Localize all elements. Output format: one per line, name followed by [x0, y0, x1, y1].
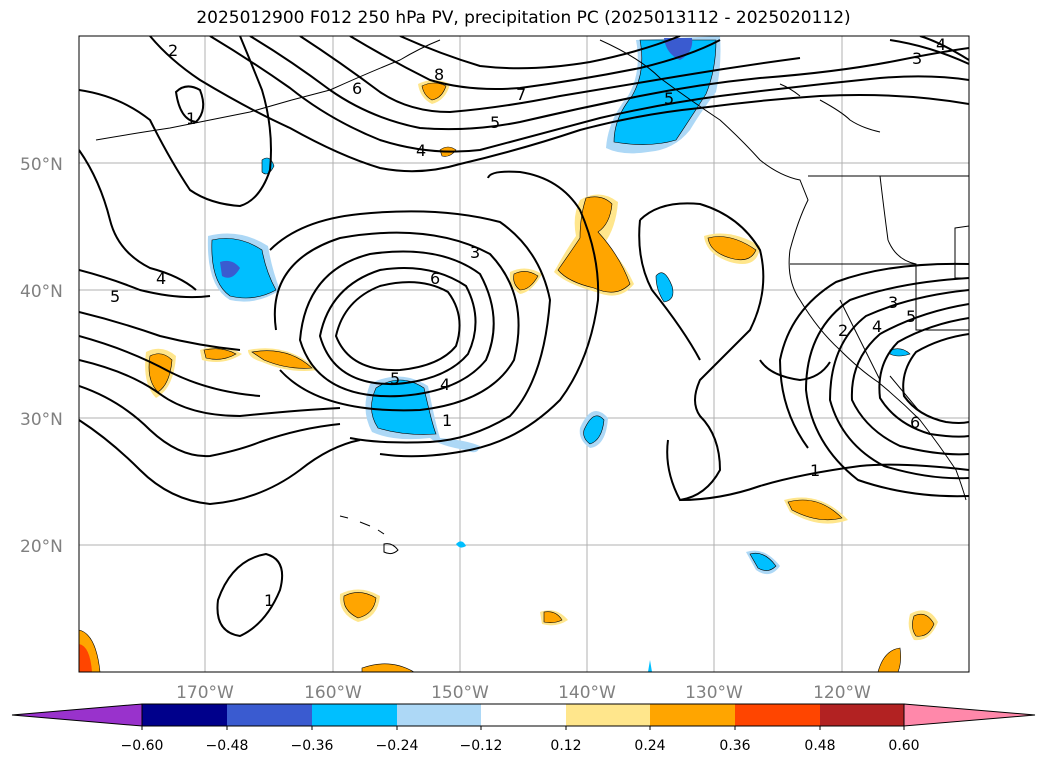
map-title: 2025012900 F012 250 hPa PV, precipitatio…: [196, 8, 851, 28]
contour-label: 2: [838, 321, 848, 340]
colorbar-segment: [735, 704, 820, 726]
contour-label: 2: [168, 41, 178, 60]
contour-label: 7: [516, 85, 526, 104]
contour-label: 6: [430, 269, 440, 288]
contour-label: 6: [910, 413, 920, 432]
contour-label: 5: [390, 369, 400, 388]
contour-label: 1: [442, 411, 452, 430]
colorbar: −0.60 −0.48 −0.36 −0.24 −0.12 0.12 0.24 …: [11, 703, 1036, 754]
colorbar-tick-label: 0.48: [804, 738, 835, 754]
colorbar-segment: [397, 704, 481, 726]
colorbar-segment: [312, 704, 397, 726]
precip-positive-patches: [79, 80, 938, 672]
colorbar-segment: [227, 704, 312, 726]
colorbar-tick-label: 0.24: [634, 738, 665, 754]
contour-label: 8: [434, 65, 444, 84]
map-frame: [78, 35, 970, 673]
lat-label: 20°N: [20, 537, 63, 557]
lat-label: 30°N: [20, 410, 63, 430]
contour-label: 3: [912, 49, 922, 68]
colorbar-extend-max: [903, 703, 1036, 727]
contour-label: 4: [936, 35, 946, 54]
contour-label: 4: [416, 141, 426, 160]
pv-contours: [79, 36, 969, 638]
coastlines: [95, 39, 969, 555]
colorbar-segment: [481, 704, 566, 726]
lon-label: 140°W: [558, 683, 616, 703]
colorbar-frame: [141, 703, 905, 727]
colorbar-tick-label: −0.36: [291, 738, 334, 754]
lon-label: 160°W: [304, 683, 362, 703]
colorbar-tick-label: 0.60: [888, 738, 919, 754]
lon-label: 170°W: [176, 683, 234, 703]
contour-labels: 2 1 6 8 7 5 4 3 4 5 3 6 4 5 1 3 4 5 2 6 …: [110, 35, 946, 610]
contour-label: 5: [906, 307, 916, 326]
contour-label: 3: [470, 243, 480, 262]
latitude-labels: 50°N 40°N 30°N 20°N: [20, 155, 63, 557]
gridlines: [79, 36, 969, 672]
colorbar-tick-label: 0.36: [719, 738, 750, 754]
contour-label: 1: [186, 109, 196, 128]
longitude-labels: 170°W 160°W 150°W 140°W 130°W 120°W: [176, 683, 871, 703]
lat-label: 50°N: [20, 155, 63, 175]
contour-label: 6: [352, 79, 362, 98]
colorbar-tick-label: −0.48: [206, 738, 249, 754]
contour-label: 5: [664, 89, 674, 108]
colorbar-segment: [142, 704, 227, 726]
colorbar-tick-label: 0.12: [550, 738, 581, 754]
contour-label: 4: [156, 269, 166, 288]
colorbar-segment: [820, 704, 904, 726]
lon-label: 120°W: [813, 683, 871, 703]
contour-label: 1: [264, 591, 274, 610]
colorbar-segment: [650, 704, 735, 726]
contour-label: 1: [810, 461, 820, 480]
contour-label: 4: [872, 317, 882, 336]
lon-label: 130°W: [685, 683, 743, 703]
lat-label: 40°N: [20, 282, 63, 302]
contour-label: 5: [110, 287, 120, 306]
colorbar-tick-label: −0.24: [376, 738, 419, 754]
contour-label: 3: [888, 293, 898, 312]
contour-label: 5: [490, 113, 500, 132]
colorbar-extend-min: [11, 703, 143, 727]
lon-label: 150°W: [431, 683, 489, 703]
contour-label: 4: [440, 375, 450, 394]
colorbar-tick-label: −0.60: [121, 738, 164, 754]
colorbar-tick-label: −0.12: [460, 738, 503, 754]
colorbar-segment: [566, 704, 650, 726]
